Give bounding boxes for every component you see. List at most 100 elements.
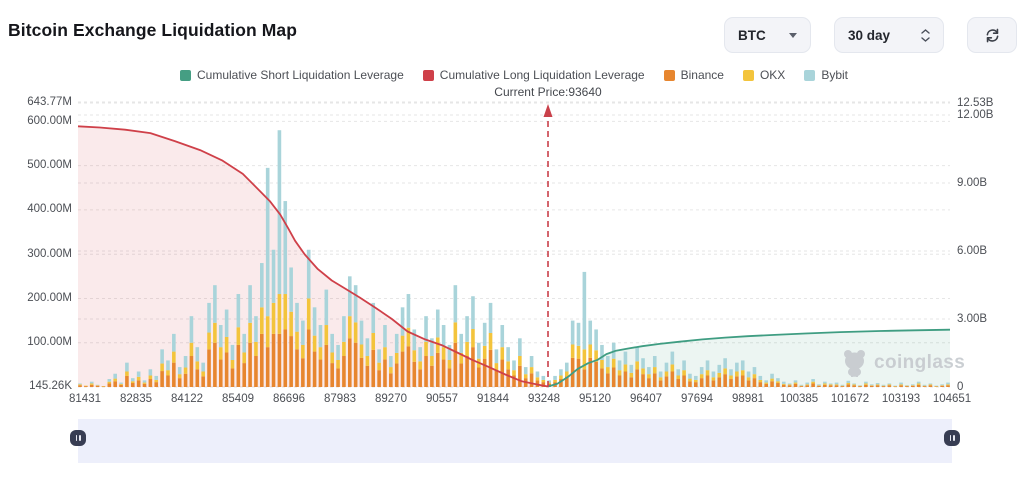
liquidation-bar[interactable] [887, 385, 892, 387]
liquidation-bar[interactable] [776, 383, 780, 387]
liquidation-bar[interactable] [430, 338, 434, 357]
liquidation-bar[interactable] [201, 376, 205, 387]
liquidation-bar[interactable] [559, 369, 563, 376]
liquidation-bar[interactable] [606, 367, 610, 374]
liquidation-bar[interactable] [424, 356, 428, 387]
liquidation-bar[interactable] [318, 359, 323, 387]
liquidation-bar[interactable] [846, 383, 851, 385]
liquidation-bar[interactable] [547, 380, 551, 383]
liquidation-bar[interactable] [406, 327, 411, 347]
liquidation-bar[interactable] [242, 352, 247, 364]
liquidation-bar[interactable] [195, 361, 200, 370]
liquidation-bar[interactable] [682, 375, 686, 387]
liquidation-bar[interactable] [371, 302, 376, 333]
liquidation-bar[interactable] [342, 356, 346, 387]
liquidation-bar[interactable] [418, 361, 422, 370]
liquidation-bar[interactable] [218, 325, 223, 348]
liquidation-bar[interactable] [277, 294, 282, 334]
liquidation-bar[interactable] [265, 347, 270, 387]
liquidation-bar[interactable] [113, 373, 117, 379]
liquidation-bar[interactable] [189, 356, 194, 387]
liquidation-bar[interactable] [459, 363, 464, 387]
liquidation-bar[interactable] [823, 384, 827, 387]
liquidation-bar[interactable] [465, 341, 469, 357]
liquidation-bar[interactable] [78, 383, 82, 385]
liquidation-bar[interactable] [764, 382, 768, 384]
liquidation-bar[interactable] [430, 365, 434, 387]
liquidation-bar[interactable] [869, 384, 874, 386]
liquidation-bar[interactable] [576, 322, 581, 346]
liquidation-bar[interactable] [142, 382, 147, 384]
liquidation-bar[interactable] [400, 351, 405, 387]
liquidation-bar[interactable] [600, 360, 604, 369]
liquidation-bar[interactable] [359, 357, 364, 387]
liquidation-bar[interactable] [746, 380, 751, 387]
liquidation-bar[interactable] [377, 349, 381, 363]
liquidation-bar[interactable] [617, 375, 622, 387]
liquidation-bar[interactable] [330, 363, 334, 387]
liquidation-bar[interactable] [541, 382, 546, 387]
liquidation-bar[interactable] [512, 370, 516, 376]
liquidation-bar[interactable] [600, 368, 604, 387]
liquidation-bar[interactable] [207, 332, 211, 350]
liquidation-bar[interactable] [758, 379, 763, 383]
liquidation-bar[interactable] [195, 347, 200, 362]
liquidation-bar[interactable] [318, 325, 323, 348]
liquidation-bar[interactable] [711, 377, 716, 381]
liquidation-bar[interactable] [852, 385, 856, 387]
liquidation-bar[interactable] [289, 311, 293, 337]
liquidation-bar[interactable] [875, 384, 880, 386]
liquidation-bar[interactable] [735, 371, 739, 377]
liquidation-bar[interactable] [805, 385, 810, 387]
liquidation-bar[interactable] [306, 329, 311, 387]
liquidation-bar[interactable] [248, 322, 252, 343]
liquidation-bar[interactable] [740, 370, 745, 376]
liquidation-bar[interactable] [535, 377, 540, 381]
liquidation-bar[interactable] [89, 384, 94, 387]
liquidation-bar[interactable] [523, 374, 528, 379]
liquidation-bar[interactable] [676, 369, 681, 376]
liquidation-bar[interactable] [647, 374, 651, 379]
liquidation-bar[interactable] [95, 385, 100, 387]
liquidation-bar[interactable] [207, 349, 211, 387]
liquidation-bar[interactable] [148, 379, 153, 387]
liquidation-bar[interactable] [758, 382, 763, 387]
liquidation-bar[interactable] [453, 342, 458, 387]
liquidation-bar[interactable] [834, 382, 839, 385]
liquidation-bar[interactable] [435, 309, 440, 338]
range-selector[interactable]: 30 day [834, 17, 944, 53]
liquidation-bar[interactable] [899, 384, 903, 386]
liquidation-bar[interactable] [254, 316, 258, 342]
liquidation-bar[interactable] [447, 368, 452, 387]
liquidation-bar[interactable] [336, 344, 340, 360]
liquidation-bar[interactable] [218, 347, 223, 360]
liquidation-bar[interactable] [301, 344, 305, 359]
liquidation-bar[interactable] [823, 381, 827, 384]
liquidation-bar[interactable] [828, 385, 833, 387]
liquidation-bar[interactable] [224, 309, 229, 337]
liquidation-bar[interactable] [254, 341, 258, 357]
liquidation-bar[interactable] [324, 344, 329, 387]
liquidation-bar[interactable] [347, 276, 352, 317]
liquidation-bar[interactable] [283, 294, 288, 330]
liquidation-bar[interactable] [717, 377, 722, 387]
liquidation-bar[interactable] [459, 333, 464, 353]
liquidation-bar[interactable] [811, 383, 815, 387]
liquidation-bar[interactable] [911, 385, 915, 387]
liquidation-bar[interactable] [641, 358, 645, 369]
liquidation-bar[interactable] [711, 371, 716, 378]
liquidation-bar[interactable] [576, 345, 581, 359]
liquidation-bar[interactable] [699, 374, 704, 379]
liquidation-bar[interactable] [764, 380, 768, 383]
liquidation-bar[interactable] [125, 362, 129, 372]
liquidation-bar[interactable] [342, 316, 346, 342]
liquidation-bar[interactable] [564, 376, 569, 387]
liquidation-bar[interactable] [230, 368, 235, 387]
liquidation-bar[interactable] [418, 347, 422, 362]
liquidation-bar[interactable] [518, 338, 522, 357]
liquidation-bar[interactable] [946, 382, 950, 385]
liquidation-bar[interactable] [875, 383, 880, 385]
liquidation-bar[interactable] [699, 367, 704, 375]
liquidation-bar[interactable] [283, 201, 288, 295]
liquidation-bar[interactable] [916, 381, 921, 384]
